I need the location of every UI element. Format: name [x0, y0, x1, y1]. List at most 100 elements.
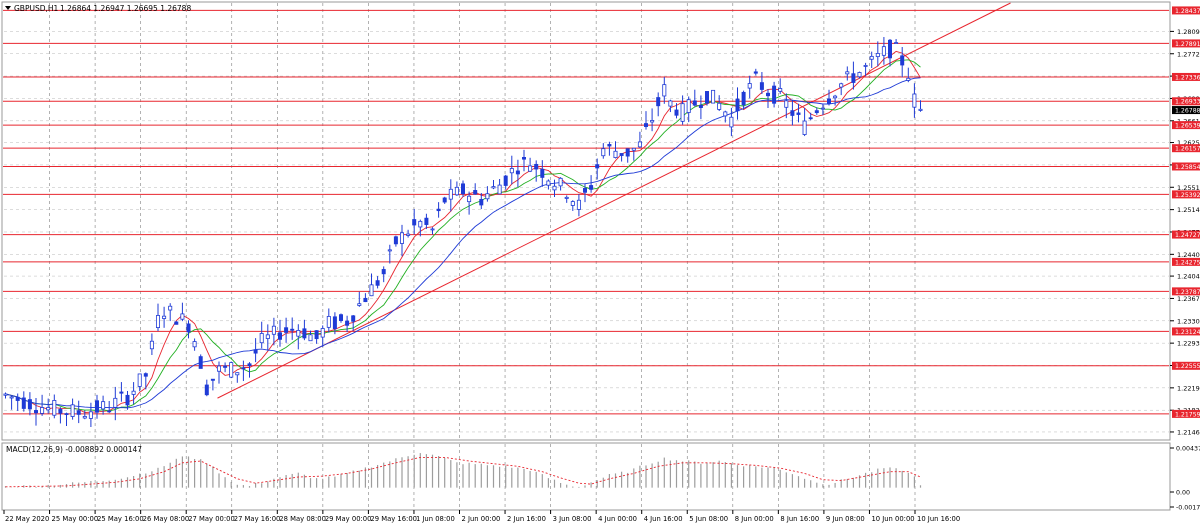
y-tick-label: 1.28090 — [1177, 28, 1200, 36]
candle-body — [101, 401, 106, 410]
candle-body — [601, 148, 606, 157]
candle-body — [27, 399, 32, 410]
candle-body — [631, 147, 636, 151]
candle-body — [637, 141, 642, 148]
x-tick-label: 10 Jun 00:00 — [871, 515, 914, 523]
candle-body — [906, 77, 911, 81]
candle-body — [778, 88, 783, 92]
candle-body — [491, 186, 496, 189]
candle-body — [833, 95, 838, 99]
level-price-tag — [1172, 162, 1200, 171]
x-tick-label: 25 May 00:00 — [52, 515, 99, 523]
price-series — [3, 37, 923, 428]
price-axis[interactable]: 1.280901.277201.273501.269801.266101.262… — [1170, 6, 1200, 436]
symbol-label[interactable]: GBPUSD,H1 — [14, 4, 59, 13]
candle-body — [381, 269, 386, 275]
macd-signal-line — [5, 456, 921, 488]
candle-body — [436, 208, 441, 212]
y-tick-label: 1.25510 — [1177, 184, 1200, 192]
macd-signal — [5, 456, 921, 488]
macd-grid — [49, 444, 916, 509]
candle-body — [369, 284, 374, 297]
x-tick-label: 3 Jun 08:00 — [553, 515, 592, 523]
candle-body — [277, 332, 282, 340]
level-price-label: 1.24275 — [1175, 259, 1200, 266]
candle-body — [698, 104, 703, 108]
candle-body — [784, 100, 789, 108]
x-tick-label: 29 May 16:00 — [370, 515, 417, 523]
candle-body — [888, 39, 893, 59]
level-price-tag — [1172, 287, 1200, 296]
x-tick-label: 2 Jun 16:00 — [507, 515, 546, 523]
candle-body — [229, 362, 234, 378]
candle-body — [363, 297, 368, 303]
candle-body — [808, 117, 813, 120]
y-tick-label: 1.22190 — [1177, 384, 1200, 392]
macd-axis: 0.004372 0.00 -0.00176 — [1170, 446, 1200, 512]
level-price-label: 1.24727 — [1175, 232, 1200, 239]
x-tick-label: 2 Jun 00:00 — [462, 515, 501, 523]
macd-panel-frame — [1, 442, 1171, 511]
candle-body — [137, 373, 142, 387]
candle-body — [241, 367, 246, 370]
candle-body — [515, 170, 520, 175]
candle-body — [393, 236, 398, 245]
candle-body — [412, 219, 417, 226]
candle-body — [790, 110, 795, 116]
candle-body — [34, 410, 39, 414]
level-price-label: 1.28437 — [1175, 8, 1200, 15]
candle-body — [460, 183, 465, 195]
x-tick-label: 22 May 2020 — [5, 515, 49, 523]
candle-body — [454, 186, 459, 196]
x-tick-label: 4 Jun 00:00 — [598, 515, 637, 523]
candle-body — [357, 303, 362, 306]
candle-body — [692, 100, 697, 106]
level-price-label: 1.25392 — [1175, 192, 1200, 199]
candle-body — [113, 397, 118, 408]
candle-body — [674, 109, 679, 116]
symbol-dropdown-icon[interactable] — [5, 6, 11, 10]
candle-body — [570, 201, 575, 206]
x-tick-label: 25 May 16:00 — [97, 515, 144, 523]
candle-body — [894, 42, 899, 44]
candle-body — [448, 188, 453, 200]
candle-body — [259, 333, 264, 344]
main-panel-frame — [1, 1, 1171, 441]
candle-body — [271, 325, 276, 335]
candle-body — [576, 199, 581, 210]
level-price-label: 1.25854 — [1175, 164, 1200, 171]
candle-body — [204, 384, 209, 396]
y-tick-label: 1.24040 — [1177, 273, 1200, 281]
candle-body — [540, 168, 545, 178]
candle-body — [46, 407, 51, 411]
candle-body — [900, 55, 905, 66]
level-price-tag — [1172, 361, 1200, 370]
candle-body — [705, 91, 710, 104]
candle-body — [467, 195, 472, 203]
macd-tick-label: -0.00176 — [1176, 505, 1200, 512]
candle-body — [198, 356, 203, 369]
candle-body — [9, 396, 14, 399]
candle-body — [296, 330, 301, 337]
candle-body — [485, 193, 490, 200]
candle-body — [58, 408, 63, 414]
candle-body — [607, 144, 612, 147]
candle-body — [814, 110, 819, 114]
candle-body — [168, 305, 173, 311]
candle-body — [76, 410, 81, 415]
level-price-tag — [1172, 230, 1200, 239]
candle-body — [308, 334, 313, 342]
candle-body — [107, 410, 112, 413]
trend-layer — [217, 2, 1011, 399]
current-price-label: 1.26788 — [1175, 107, 1200, 114]
y-tick-label: 1.21460 — [1177, 428, 1200, 436]
macd-tick-label: 0.00 — [1176, 490, 1190, 497]
candle-body — [857, 72, 862, 78]
candle-body — [345, 320, 350, 326]
candle-body — [503, 175, 508, 186]
candle-body — [918, 108, 923, 111]
candle-body — [88, 411, 93, 419]
x-tick-label: 4 Jun 16:00 — [644, 515, 683, 523]
